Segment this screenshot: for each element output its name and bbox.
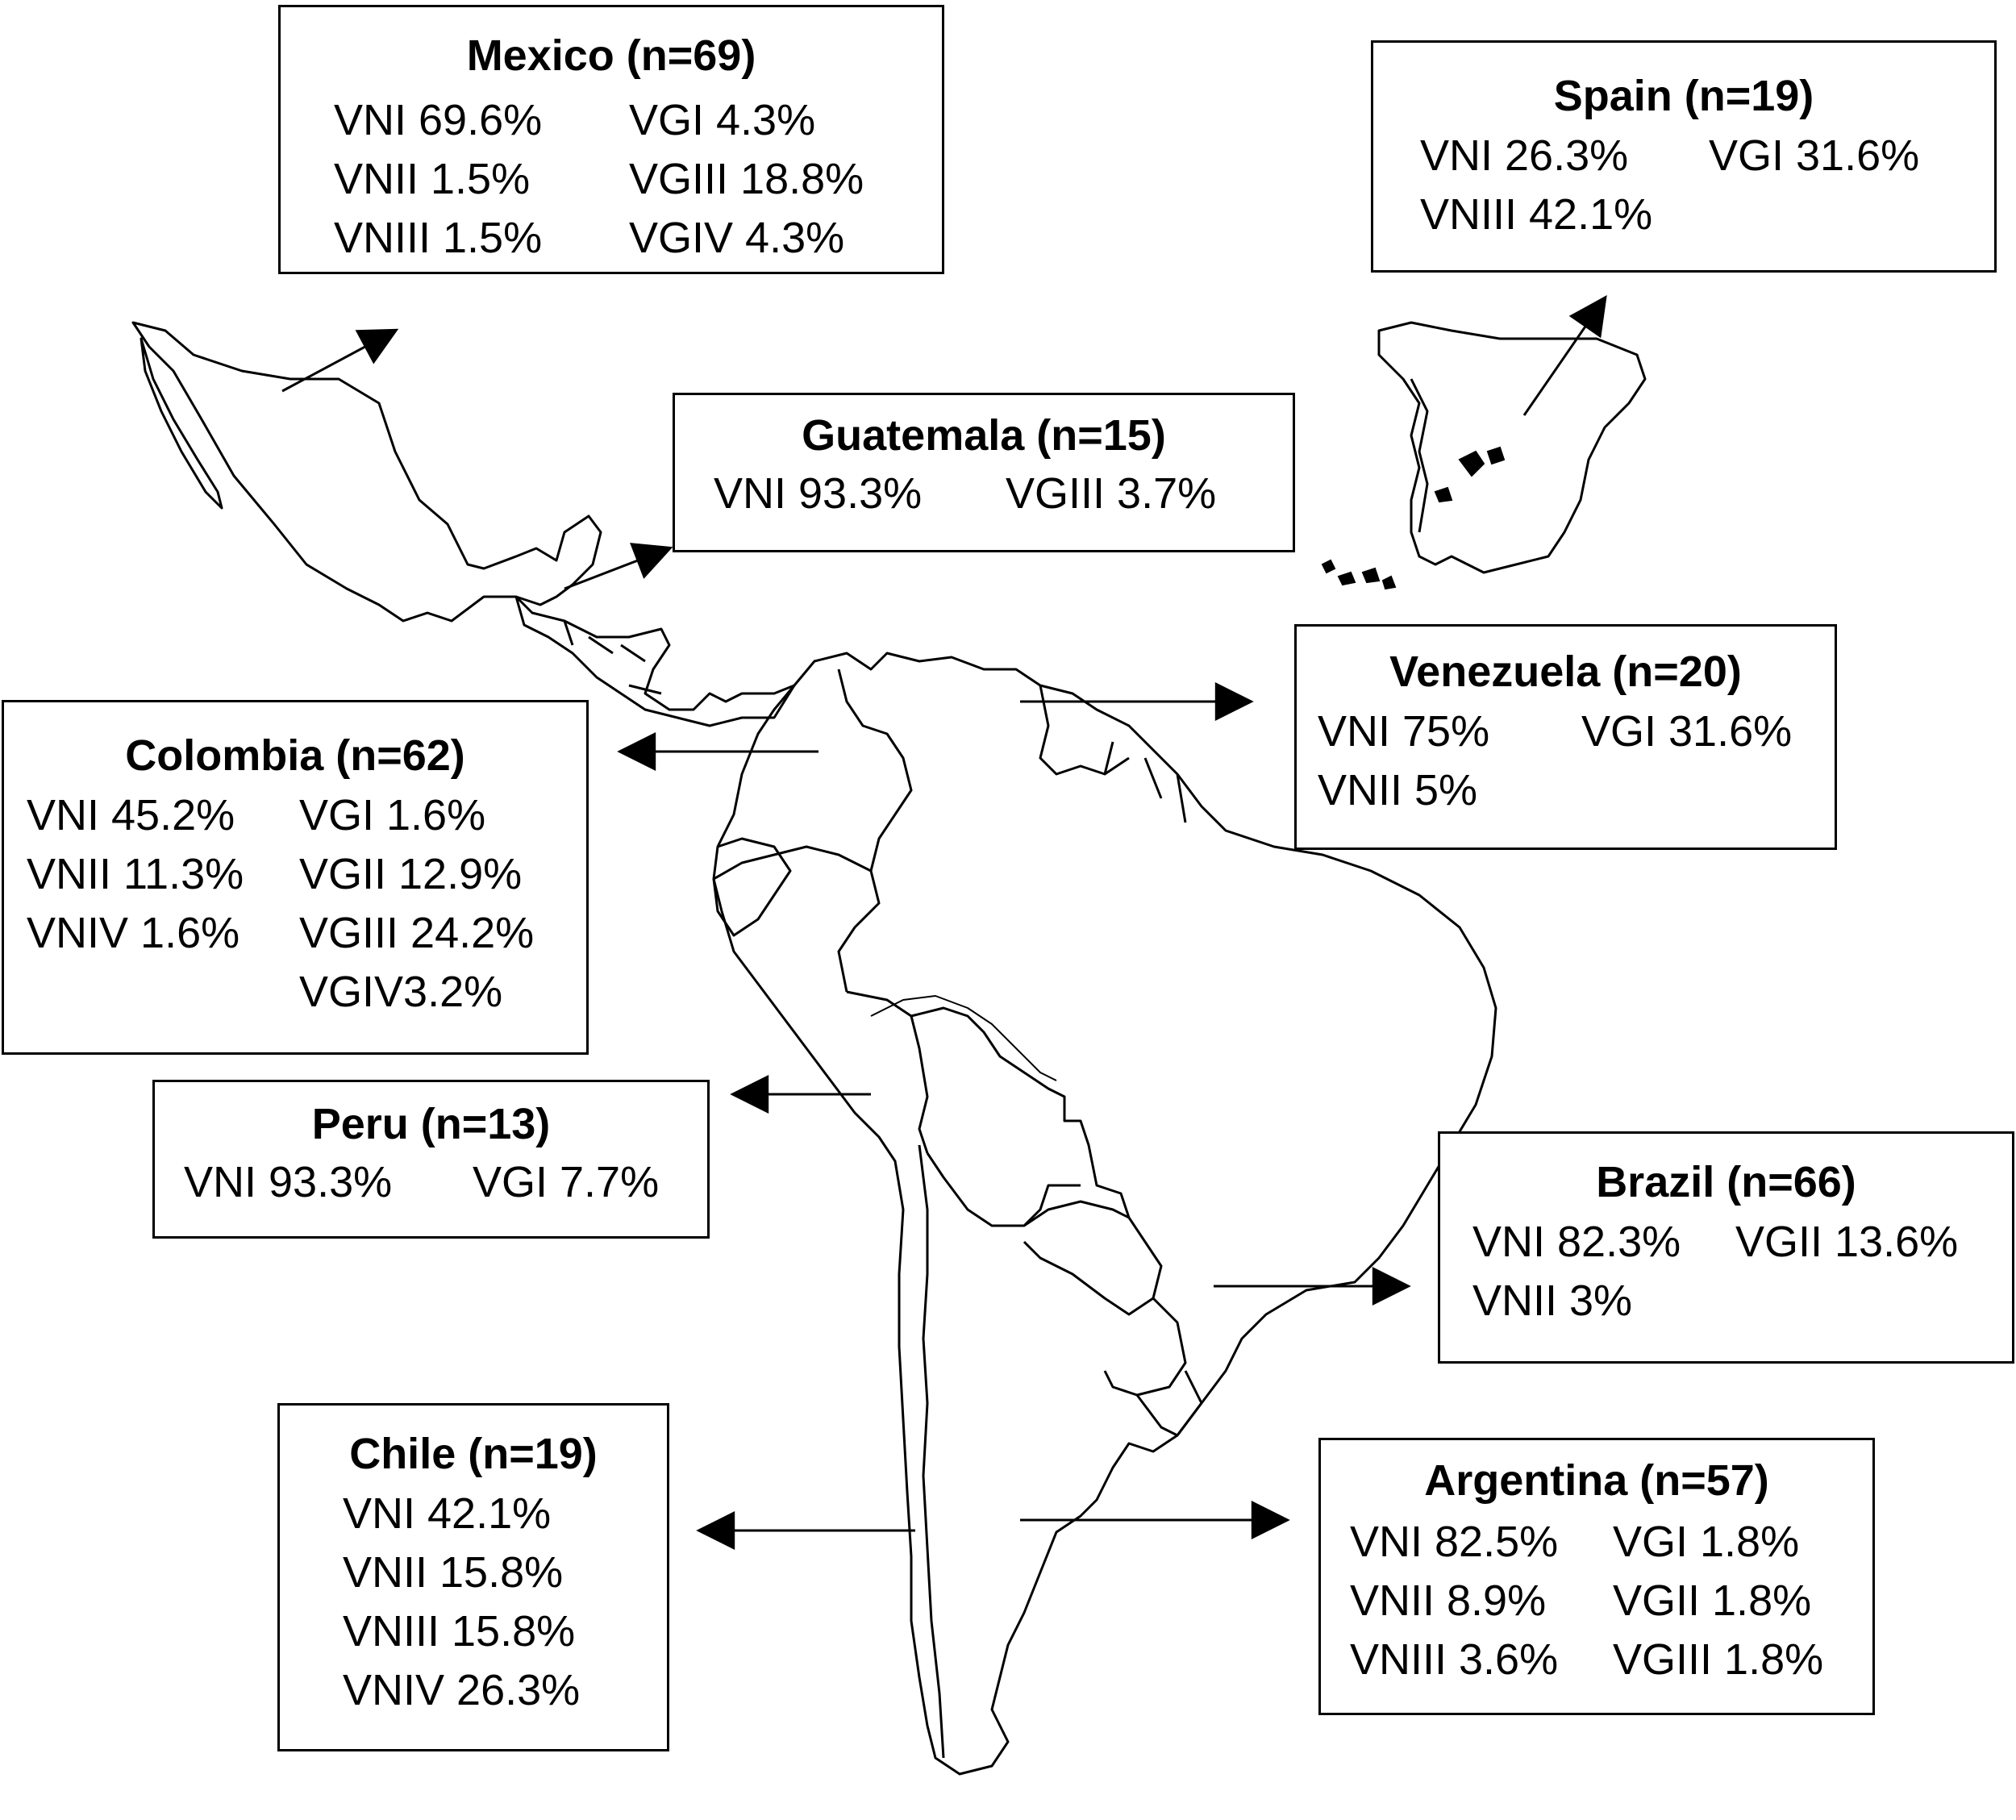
venezuela-stat: VNI 75% xyxy=(1318,707,1490,756)
argentina-stat: VNII 8.9% xyxy=(1350,1576,1547,1625)
colombia-title: Colombia (n=62) xyxy=(125,731,465,780)
brazil-title: Brazil (n=66) xyxy=(1596,1158,1856,1206)
argentina-stat: VGIII 1.8% xyxy=(1613,1635,1824,1684)
mexico-stat: VNI 69.6% xyxy=(334,96,543,144)
peru-title: Peru (n=13) xyxy=(311,1100,551,1148)
colombia-box: Colombia (n=62) VNI 45.2% VNII 11.3% VNI… xyxy=(2,700,589,1055)
portugal-border xyxy=(1410,378,1429,533)
bolivia-outline xyxy=(926,1152,1081,1227)
venezuela-col-2: VGI 31.6% xyxy=(1581,702,1792,761)
colombia-stat: VGII 12.9% xyxy=(299,850,523,898)
argentina-stat: VGII 1.8% xyxy=(1613,1576,1812,1625)
venezuela-title: Venezuela (n=20) xyxy=(1389,648,1742,696)
argentina-col-2: VGI 1.8% VGII 1.8% VGIII 1.8% xyxy=(1613,1513,1823,1689)
chile-stat: VNIII 15.8% xyxy=(343,1607,576,1655)
colombia-stat: VNI 45.2% xyxy=(27,791,235,839)
argentina-box: Argentina (n=57) VNI 82.5% VNII 8.9% VNI… xyxy=(1318,1438,1875,1715)
spain-arrow xyxy=(1522,295,1607,416)
colombia-stat: VNIV 1.6% xyxy=(27,909,240,957)
spain-stat: VNI 26.3% xyxy=(1420,131,1629,180)
spain-box: Spain (n=19) VNI 26.3% VNIII 42.1% VGI 3… xyxy=(1371,40,1997,273)
guatemala-box: Guatemala (n=15) VNI 93.3% VGIII 3.7% xyxy=(673,393,1295,552)
guatemala-title: Guatemala (n=15) xyxy=(802,411,1166,460)
guatemala-col-2: VGIII 3.7% xyxy=(1006,464,1216,523)
brazil-stat: VNII 3% xyxy=(1472,1276,1633,1325)
spain-col-1: VNI 26.3% VNIII 42.1% xyxy=(1420,127,1652,244)
argentina-stat: VNIII 3.6% xyxy=(1350,1635,1559,1684)
spain-col-2: VGI 31.6% xyxy=(1709,127,1919,185)
mexico-col-2: VGI 4.3% VGIII 18.8% VGIV 4.3% xyxy=(629,91,864,268)
brazil-col-2: VGII 13.6% xyxy=(1735,1213,1958,1272)
mexico-stat: VGI 4.3% xyxy=(629,96,816,144)
mexico-stat: VGIV 4.3% xyxy=(629,214,845,262)
paraguay-outline xyxy=(1023,1200,1163,1316)
mexico-col-1: VNI 69.6% VNII 1.5% VNIII 1.5% xyxy=(334,91,542,268)
mexico-title: Mexico (n=69) xyxy=(466,31,756,80)
central-america-borders xyxy=(563,620,662,695)
colombia-col-1: VNI 45.2% VNII 11.3% VNIV 1.6% xyxy=(27,786,244,963)
colombia-stat: VGIII 24.2% xyxy=(299,909,535,957)
ecuador-outline xyxy=(712,837,792,937)
argentina-col-1: VNI 82.5% VNII 8.9% VNIII 3.6% xyxy=(1350,1513,1558,1689)
chile-stat: VNII 15.8% xyxy=(343,1548,564,1597)
balearic-islands xyxy=(1434,446,1506,503)
peru-stat: VGI 7.7% xyxy=(473,1158,660,1206)
guianas-borders xyxy=(1103,741,1187,823)
guatemala-col-1: VNI 93.3% xyxy=(714,464,922,523)
colombia-stat: VNII 11.3% xyxy=(27,850,244,898)
argentina-stat: VGI 1.8% xyxy=(1613,1518,1800,1566)
mexico-box: Mexico (n=69) VNI 69.6% VNII 1.5% VNIII … xyxy=(278,5,944,274)
south-america-outline xyxy=(712,652,1497,1776)
venezuela-box: Venezuela (n=20) VNI 75% VNII 5% VGI 31.… xyxy=(1294,624,1837,850)
venezuela-col-1: VNI 75% VNII 5% xyxy=(1318,702,1489,820)
chile-argentina-border xyxy=(918,1144,945,1759)
argentina-brazil-uruguay-border xyxy=(1103,1297,1187,1397)
spain-title: Spain (n=19) xyxy=(1553,72,1814,120)
mexico-stat: VGIII 18.8% xyxy=(629,155,864,203)
mexico-stat: VNII 1.5% xyxy=(334,155,531,203)
chile-box: Chile (n=19) VNI 42.1% VNII 15.8% VNIII … xyxy=(277,1403,669,1751)
amazon-river xyxy=(870,995,1057,1081)
peru-col-1: VNI 93.3% xyxy=(184,1153,392,1212)
baja-california-outline xyxy=(140,337,223,510)
venezuela-guyana-border xyxy=(1039,685,1130,776)
guatemala-stat: VNI 93.3% xyxy=(714,469,923,518)
guatemala-stat: VGIII 3.7% xyxy=(1006,469,1217,518)
colombia-venezuela-border xyxy=(837,668,913,872)
colombia-stat: VGIV3.2% xyxy=(299,968,503,1016)
peru-bolivia-border xyxy=(910,1015,929,1154)
spain-outline xyxy=(1377,321,1647,574)
brazil-box: Brazil (n=66) VNI 82.3% VNII 3% VGII 13.… xyxy=(1438,1131,2014,1364)
peru-col-2: VGI 7.7% xyxy=(473,1153,659,1212)
colombia-ecuador-peru-border xyxy=(713,845,881,993)
mexico-outline xyxy=(131,321,602,623)
chile-stat: VNIV 26.3% xyxy=(343,1666,581,1714)
spain-stat: VNIII 42.1% xyxy=(1420,190,1653,239)
uruguay-outline xyxy=(1135,1370,1203,1437)
peru-stat: VNI 93.3% xyxy=(184,1158,393,1206)
brazil-stat: VNI 82.3% xyxy=(1472,1218,1681,1266)
central-america-outline xyxy=(514,595,796,727)
brazil-col-1: VNI 82.3% VNII 3% xyxy=(1472,1213,1681,1331)
spain-stat: VGI 31.6% xyxy=(1709,131,1920,180)
brazil-stat: VGII 13.6% xyxy=(1735,1218,1959,1266)
mexico-arrow xyxy=(281,328,399,393)
chile-stat: VNI 42.1% xyxy=(343,1489,552,1538)
peru-box: Peru (n=13) VNI 93.3% VGI 7.7% xyxy=(152,1080,710,1239)
venezuela-stat: VGI 31.6% xyxy=(1581,707,1793,756)
peru-brazil-border xyxy=(846,990,1131,1218)
chile-title: Chile (n=19) xyxy=(349,1430,598,1478)
argentina-stat: VNI 82.5% xyxy=(1350,1518,1559,1566)
venezuela-stat: VNII 5% xyxy=(1318,766,1478,814)
guatemala-arrow xyxy=(564,543,673,590)
colombia-stat: VGI 1.6% xyxy=(299,791,486,839)
chile-col-1: VNI 42.1% VNII 15.8% VNIII 15.8% VNIV 26… xyxy=(343,1485,580,1720)
colombia-col-2: VGI 1.6% VGII 12.9% VGIII 24.2% VGIV3.2% xyxy=(299,786,534,1022)
mexico-stat: VNIII 1.5% xyxy=(334,214,543,262)
canary-islands xyxy=(1321,559,1397,590)
argentina-title: Argentina (n=57) xyxy=(1424,1456,1769,1505)
